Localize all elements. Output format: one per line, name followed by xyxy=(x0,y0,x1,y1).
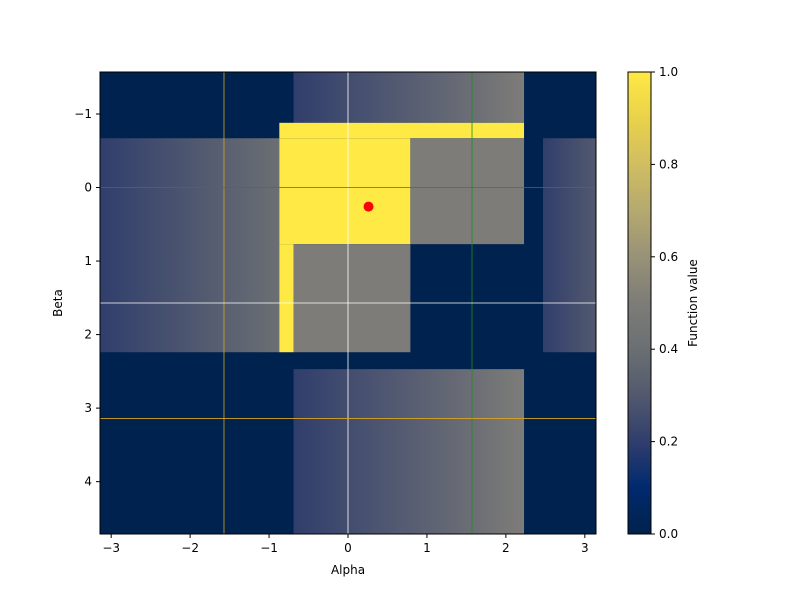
heatmap-region xyxy=(542,138,596,353)
y-tick-label: 3 xyxy=(84,401,92,415)
marker-point xyxy=(363,201,374,212)
reference-lines xyxy=(100,72,596,534)
marker-layer xyxy=(363,201,374,212)
heatmap-region xyxy=(293,369,525,534)
y-tick-label: 2 xyxy=(84,328,92,342)
x-tick-label: 2 xyxy=(502,541,510,555)
colorbar-tick-label: 0.2 xyxy=(659,435,678,449)
colorbar-tick-label: 0.0 xyxy=(659,527,678,541)
y-tick-label: 4 xyxy=(84,475,92,489)
y-tick-label: 1 xyxy=(84,254,92,268)
y-tick-label: −1 xyxy=(74,107,92,121)
y-axis-label: Beta xyxy=(51,289,65,317)
colorbar-tick-label: 0.4 xyxy=(659,342,678,356)
heatmap-region xyxy=(293,72,525,123)
x-tick-label: 1 xyxy=(423,541,431,555)
colorbar-tick-label: 1.0 xyxy=(659,65,678,79)
heatmap-region xyxy=(410,138,525,245)
x-tick-label: 0 xyxy=(344,541,352,555)
heatmap-region xyxy=(279,138,411,245)
colorbar-tick-label: 0.8 xyxy=(659,157,678,171)
y-tick-label: 0 xyxy=(84,181,92,195)
x-tick-label: −3 xyxy=(102,541,120,555)
heatmap-region xyxy=(279,122,525,139)
x-tick-label: 3 xyxy=(581,541,589,555)
colorbar-gradient xyxy=(627,71,652,535)
heatmap-region xyxy=(100,138,280,353)
heatmap-region xyxy=(293,244,411,353)
colorbar: 0.0 0.2 0.4 0.6 0.8 1.0 xyxy=(627,65,678,541)
axes: −3 −2 −1 0 1 2 3 −1 0 1 2 3 4 xyxy=(74,71,597,555)
x-axis-label: Alpha xyxy=(331,563,365,577)
x-tick-label: −2 xyxy=(181,541,199,555)
heatmap-region xyxy=(279,244,294,353)
x-tick-label: −1 xyxy=(260,541,278,555)
colorbar-tick-label: 0.6 xyxy=(659,250,678,264)
colorbar-label: Function value xyxy=(686,259,700,347)
